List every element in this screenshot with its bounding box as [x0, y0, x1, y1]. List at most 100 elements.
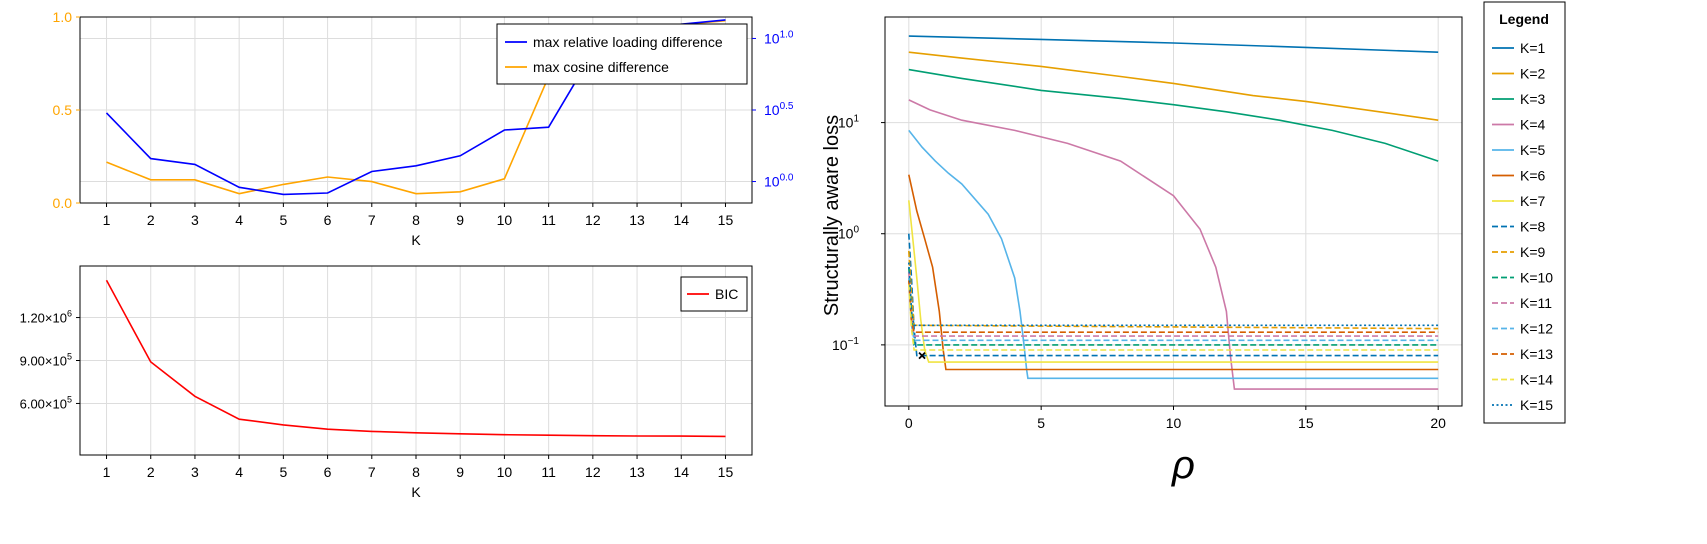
legend-label: K=6 — [1520, 168, 1546, 184]
series-line-k14 — [908, 284, 1439, 351]
x-tick-label: 12 — [585, 464, 601, 480]
x-tick-label: 5 — [279, 212, 287, 228]
legend-label: K=8 — [1520, 219, 1546, 235]
legend-label: K=2 — [1520, 66, 1546, 82]
legend-label: K=12 — [1520, 321, 1553, 337]
y-tick-exp: 5 — [67, 394, 72, 404]
x-tick-label: 7 — [368, 212, 376, 228]
legend-label: K=3 — [1520, 91, 1546, 107]
y-tick-label-base: 10 — [832, 337, 848, 353]
x-tick-label: 14 — [673, 212, 689, 228]
series-line-k8 — [908, 233, 1439, 357]
y-tick-label-base: 10 — [838, 226, 854, 242]
y-tick-mantissa: 9.00 — [20, 354, 45, 369]
series-line-k7 — [908, 200, 1439, 363]
legend-label: K=1 — [1520, 40, 1546, 56]
y-tick-mantissa: 6.00 — [20, 396, 45, 411]
y2-tick-label: 100.5 — [764, 101, 794, 118]
legend: BIC — [680, 276, 748, 312]
y2-tick-label-base: 10 — [764, 102, 780, 118]
y-tick-label-exp: −1 — [848, 336, 860, 347]
y-tick-exp: 6 — [67, 309, 72, 319]
x-tick-label: 10 — [497, 212, 513, 228]
x-tick-label: 6 — [324, 464, 332, 480]
legend-box — [496, 23, 748, 85]
y-tick-label-exp: 1 — [853, 114, 859, 125]
y2-tick-label-exp: 1.0 — [780, 29, 794, 40]
y2-tick-label-exp: 0.0 — [780, 173, 794, 184]
y-tick-mantissa: 1.20 — [20, 311, 45, 326]
legend-label: BIC — [715, 286, 738, 302]
x-tick-label: 11 — [541, 212, 556, 228]
legend-title: Legend — [1499, 11, 1549, 27]
y2-tick-label: 101.0 — [764, 29, 794, 46]
series-line-k15 — [908, 262, 1439, 327]
series-line-k3 — [908, 68, 1439, 162]
x-tick-label: 10 — [497, 464, 513, 480]
y-tick-label: 1.20×106 — [20, 309, 72, 326]
x-tick-label: 15 — [718, 212, 734, 228]
x-tick-label: 5 — [279, 464, 287, 480]
series-line-bic — [105, 279, 726, 438]
series-line-k2 — [908, 51, 1439, 121]
series-line-k6 — [908, 174, 1439, 371]
legend: max relative loading difference max cosin… — [496, 23, 748, 85]
y-axis-label: Structurally aware loss — [821, 115, 843, 316]
x-tick-label: 6 — [324, 212, 332, 228]
y-tick-label: 100 — [838, 225, 860, 242]
legend-label: K=11 — [1520, 295, 1552, 311]
x-tick-label: 14 — [673, 464, 689, 480]
x-tick-label: 3 — [191, 464, 199, 480]
x-tick-label: 4 — [235, 464, 243, 480]
y2-tick-label-base: 10 — [764, 174, 780, 190]
y-tick-label: 6.00×105 — [20, 394, 72, 411]
x-tick-label: 2 — [147, 212, 155, 228]
y-tick-label: 1.0 — [53, 9, 73, 25]
y-tick-label-exp: 0 — [853, 225, 859, 236]
x-tick-label: 8 — [412, 212, 420, 228]
legend-label: K=10 — [1520, 270, 1553, 286]
x-tick-label: 3 — [191, 212, 199, 228]
legend-label: K=5 — [1520, 142, 1546, 158]
x-tick-label: 15 — [1298, 415, 1314, 431]
series-line-k1 — [908, 35, 1439, 53]
y-tick-label: 9.00×105 — [20, 352, 72, 369]
x-tick-label: 13 — [629, 212, 645, 228]
x-tick-label: 0 — [905, 415, 913, 431]
legend-label: max relative loading difference — [533, 34, 723, 50]
x-tick-label: 12 — [585, 212, 601, 228]
x-tick-label: 8 — [412, 464, 420, 480]
x-tick-label: 9 — [456, 464, 464, 480]
y2-tick-label-exp: 0.5 — [780, 101, 794, 112]
y-tick-exp: 5 — [67, 352, 72, 362]
legend-label: K=9 — [1520, 244, 1546, 260]
x-tick-label: 7 — [368, 464, 376, 480]
x-tick-label: 9 — [456, 212, 464, 228]
x-tick-label: 20 — [1430, 415, 1446, 431]
x-axis-label: ρ — [1171, 443, 1195, 487]
y-tick-base: ×10 — [45, 396, 67, 411]
legend-label: K=4 — [1520, 117, 1546, 133]
x-tick-label: 1 — [103, 212, 111, 228]
x-tick-label: 10 — [1166, 415, 1182, 431]
x-tick-label: 4 — [235, 212, 243, 228]
legend-label: K=15 — [1520, 397, 1553, 413]
series-line-k13 — [908, 280, 1439, 334]
y-tick-label: 101 — [838, 114, 860, 131]
legend-label: K=13 — [1520, 346, 1553, 362]
optimum-marker — [918, 352, 926, 360]
y-tick-base: ×10 — [45, 311, 67, 326]
series-group — [908, 35, 1439, 390]
y-tick-label: 0.0 — [53, 195, 73, 211]
y-tick-label: 0.5 — [53, 102, 73, 118]
y2-tick-label-base: 10 — [764, 30, 780, 46]
legend: Legend K=1 K=2 K=3 K=4 K=5 K=6 K=7 K=8 K=9 K=10 K=1… — [1483, 1, 1566, 424]
x-axis-label: K — [411, 484, 421, 500]
x-tick-label: 13 — [629, 464, 645, 480]
x-tick-label: 5 — [1037, 415, 1045, 431]
x-tick-label: 2 — [147, 464, 155, 480]
